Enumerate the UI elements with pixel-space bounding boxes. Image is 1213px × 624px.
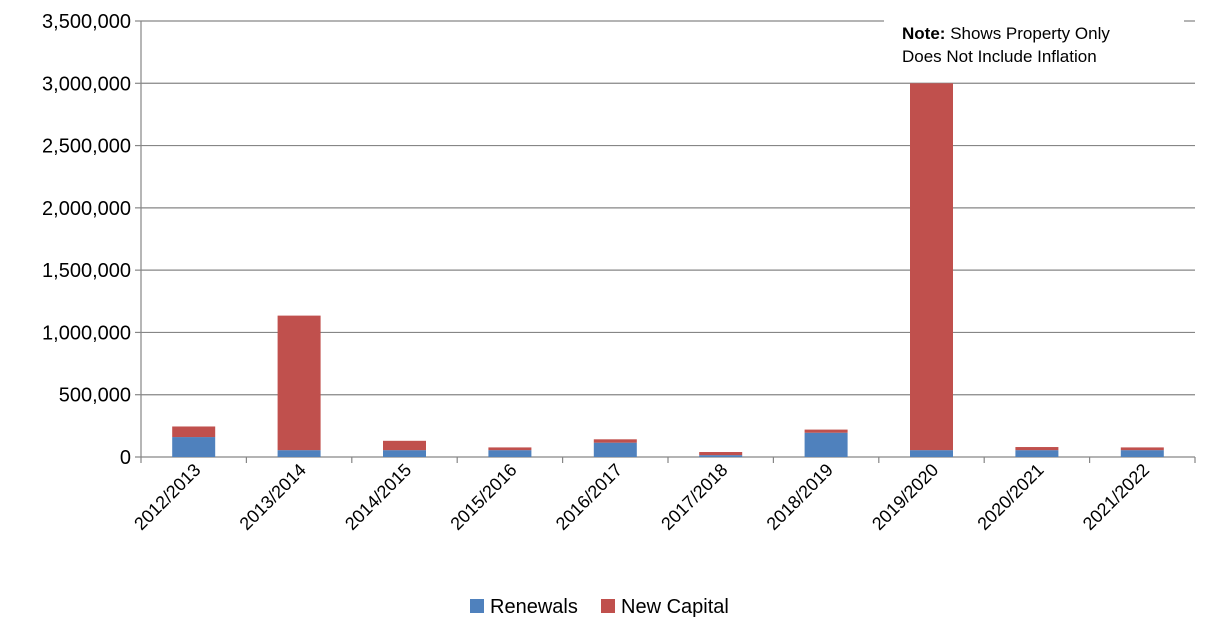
legend-label-renewals: Renewals (490, 596, 578, 618)
bar-new-capital (277, 315, 321, 451)
x-tick-label: 2015/2016 (446, 460, 520, 534)
y-tick-label: 1,500,000 (42, 260, 131, 282)
x-tick-label: 2014/2015 (341, 460, 415, 534)
bar-renewals (593, 442, 637, 457)
legend-swatch-new-capital (601, 599, 615, 613)
note-line-1: Note: Shows Property Only (902, 22, 1184, 45)
x-axis-ticks: 2012/2013 2013/2014 2014/2015 2015/2016 2016… (130, 457, 1196, 534)
y-tick-label: 2,000,000 (42, 198, 131, 220)
bar-new-capital (910, 83, 953, 451)
x-tick-label: 2013/2014 (236, 460, 310, 534)
x-tick-label: 2012/2013 (130, 460, 204, 534)
bar-renewals (804, 432, 848, 457)
bar-new-capital (488, 447, 532, 451)
y-tick-label: 3,500,000 (42, 11, 131, 33)
y-tick-label: 500,000 (59, 385, 131, 407)
bar-renewals (277, 450, 321, 457)
note-line-2: Does Not Include Inflation (902, 47, 1097, 66)
bar-new-capital (593, 439, 637, 443)
legend-swatch-renewals (470, 599, 484, 613)
x-tick-label: 2019/2020 (868, 460, 942, 534)
bar-renewals (699, 455, 743, 457)
bar-renewals (1015, 450, 1059, 457)
bar-new-capital (1120, 447, 1164, 451)
y-tick-label: 1,000,000 (42, 322, 131, 344)
x-tick-label: 2017/2018 (657, 460, 731, 534)
x-tick-label: 2020/2021 (973, 460, 1047, 534)
x-tick-label: 2016/2017 (552, 460, 626, 534)
bar-new-capital (804, 429, 848, 433)
legend: Renewals New Capital (470, 596, 729, 618)
y-tick-label: 3,000,000 (42, 73, 131, 95)
y-tick-label: 2,500,000 (42, 136, 131, 158)
legend-label-new-capital: New Capital (621, 596, 729, 618)
y-axis-ticks: 0 500,000 1,000,000 1,500,000 2,000,000 2,500… (42, 11, 141, 469)
bar-renewals (488, 450, 532, 457)
bar-new-capital (699, 452, 743, 456)
bar-renewals (1120, 450, 1164, 457)
note-label: Note: (902, 24, 946, 43)
bar-renewals (172, 437, 216, 457)
note-text-1: Shows Property Only (950, 24, 1110, 43)
x-tick-label: 2021/2022 (1079, 460, 1153, 534)
bar-new-capital (172, 426, 216, 438)
bars (172, 83, 1164, 457)
note-annotation: Note: Shows Property Only Does Not Inclu… (884, 18, 1184, 78)
x-tick-label: 2018/2019 (763, 460, 837, 534)
bar-new-capital (1015, 447, 1059, 451)
y-tick-label: 0 (120, 447, 131, 469)
bar-new-capital (383, 440, 426, 451)
bar-renewals (910, 450, 953, 457)
bar-renewals (383, 450, 426, 457)
